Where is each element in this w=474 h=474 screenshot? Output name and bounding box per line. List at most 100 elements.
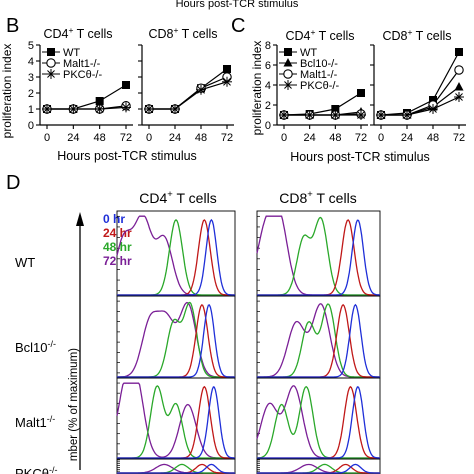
y-tick-label: 4 — [265, 80, 271, 92]
data-point-wt — [331, 105, 340, 113]
legend-item-pkctheta: PKCθ-/- — [279, 80, 339, 92]
data-point-wt — [223, 65, 231, 73]
legend-marker — [46, 58, 56, 68]
data-point-pkctheta — [94, 104, 105, 114]
series-line-wt — [47, 84, 127, 110]
x-tick-label: 24 — [169, 132, 181, 144]
data-point-pkctheta — [402, 110, 412, 120]
legend-item-wt: WT — [279, 47, 317, 59]
series-line-pkctheta — [149, 81, 228, 110]
y-tick-label: 4 — [28, 56, 34, 68]
row-label-wt: WT — [15, 255, 35, 270]
histogram-cd4-row2-72hr — [117, 301, 235, 378]
x-tick-label: 0 — [146, 132, 152, 144]
data-point-pkctheta — [356, 110, 366, 120]
panel-c-ylabel: proliferation index — [250, 41, 264, 136]
data-point-pkctheta — [196, 84, 206, 95]
series-line-malt1 — [381, 69, 460, 116]
histogram-frame-cd8-row1 — [256, 210, 381, 297]
panel-d-ylabel: mber (% of maximum) — [68, 348, 80, 461]
legend-label: WT — [63, 47, 80, 59]
legend-marker — [283, 58, 293, 67]
row-label-malt1: Malt1-/- — [15, 414, 55, 430]
data-point-wt — [122, 81, 130, 89]
data-point-wt — [455, 48, 463, 56]
x-tick-label: 48 — [94, 132, 106, 144]
x-tick-label: 72 — [453, 132, 465, 144]
y-tick-label: 0 — [28, 120, 34, 132]
panel-b-subtitle-cd8: CD8+ T cells — [148, 25, 217, 41]
panel-c-subtitle-cd8: CD8+ T cells — [382, 27, 451, 43]
legend-item-malt1: Malt1-/- — [279, 69, 338, 81]
x-tick-label: 0 — [281, 132, 287, 144]
data-point-bcl10 — [454, 82, 464, 91]
series-line-pkctheta — [381, 96, 460, 116]
series-line-pkctheta — [47, 106, 127, 110]
data-point-pkctheta — [279, 110, 289, 120]
x-tick-label: 24 — [401, 132, 413, 144]
data-point-wt — [357, 89, 365, 97]
chart-b-cd4: 0 1 2 3 4 5 0 24 48 72 — [28, 40, 133, 144]
panel-c-xlabel: Hours post-TCR stimulus — [290, 150, 430, 164]
panel-c: C proliferation index CD4+ T cells CD8+ … — [231, 15, 466, 164]
x-tick-label: 48 — [329, 132, 341, 144]
data-point-wt — [95, 97, 104, 105]
histogram-cd4-row3-0hr — [117, 386, 235, 459]
legend-label: PKCθ-/- — [300, 80, 339, 92]
data-point-wt — [429, 96, 437, 104]
legend-label: Bcl10-/- — [300, 58, 338, 70]
histogram-cd4-row4-0hr — [117, 463, 235, 474]
series-line-wt — [380, 51, 460, 116]
y-tick-label: 2 — [28, 88, 34, 100]
row-label-bcl10: Bcl10-/- — [15, 339, 56, 355]
y-tick-label: 8 — [265, 40, 271, 52]
y-tick-label: 0 — [265, 120, 271, 132]
data-point-pkctheta — [222, 76, 232, 87]
histogram-frame-cd8-row4 — [256, 458, 381, 474]
data-point-pkctheta — [428, 104, 438, 114]
legend-item-wt: WT — [42, 47, 80, 59]
x-tick-label: 48 — [195, 132, 207, 144]
chart-b-cd8: 0 24 48 72 — [138, 44, 234, 144]
data-point-pkctheta — [68, 104, 79, 114]
time-legend-24hr: 24 hr — [103, 226, 132, 240]
y-tick-label: 1 — [28, 104, 34, 116]
panel-c-letter: C — [231, 15, 245, 37]
time-legend-0hr: 0 hr — [103, 212, 125, 226]
x-tick-label: 72 — [120, 132, 132, 144]
histogram-cd4-row1-0hr — [117, 218, 235, 296]
y-tick-label: 3 — [28, 72, 34, 84]
histogram-cd8-row4-0hr — [257, 463, 380, 474]
series-line-bcl10 — [381, 86, 460, 116]
histogram-cd8-row1-0hr — [257, 219, 381, 296]
x-tick-label: 72 — [355, 132, 367, 144]
data-point-pkctheta — [170, 104, 180, 114]
series-line-wt — [149, 68, 228, 110]
x-tick-label: 24 — [304, 132, 316, 144]
series-line-wt — [283, 92, 362, 116]
data-point-pkctheta — [42, 104, 52, 114]
x-tick-label: 48 — [427, 132, 439, 144]
data-point-pkctheta — [121, 102, 131, 113]
series-line-malt1 — [149, 76, 228, 110]
panel-b: B proliferation index CD4+ T cells CD8+ … — [0, 15, 234, 163]
panel-b-letter: B — [6, 15, 19, 37]
histogram-frame-cd4-row4 — [116, 458, 236, 474]
y-tick-label: 5 — [28, 40, 34, 52]
time-legend-48hr: 48 hr — [103, 240, 132, 254]
legend-label: Malt1-/- — [300, 69, 338, 81]
panel-c-subtitle-cd4: CD4+ T cells — [285, 27, 354, 43]
histogram-cd8-row3-48hr — [257, 385, 380, 459]
row-label-pkctheta: PKCθ-/- — [15, 465, 57, 474]
data-point-pkctheta — [376, 110, 386, 120]
legend-item-malt1: Malt1-/- — [42, 58, 101, 70]
cropped-header-text: Hours post-TCR stimulus — [176, 0, 299, 10]
histogram-cd8-row2-0hr — [257, 303, 380, 378]
data-point-pkctheta — [304, 110, 315, 120]
histogram-cd8-row1-72hr — [256, 215, 380, 296]
legend-marker — [283, 69, 293, 79]
panel-d-title-cd8: CD8+ T cells — [279, 189, 356, 206]
